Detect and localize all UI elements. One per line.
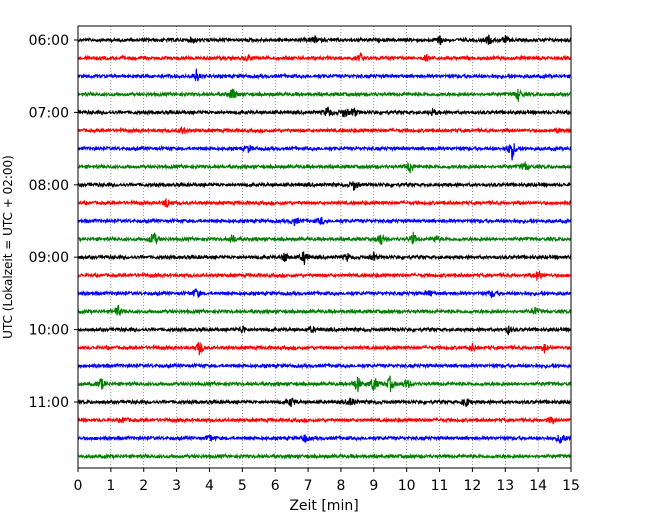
x-tick-label: 7 <box>304 478 313 494</box>
y-axis-label: UTC (Lokalzeit = UTC + 02:00) <box>1 155 15 339</box>
y-tick-label: 10:00 <box>29 323 69 339</box>
seismic-trace <box>77 231 572 246</box>
plot-frame <box>77 25 572 469</box>
x-tick-label: 8 <box>336 478 345 494</box>
seismic-trace <box>77 161 572 174</box>
x-tick-label: 15 <box>562 478 580 494</box>
x-tick-label: 14 <box>529 478 547 494</box>
y-tick-label: 09:00 <box>29 250 69 266</box>
x-tick-label: 0 <box>74 478 83 494</box>
y-axis-ticks: 06:00 07:00 08:00 09:00 10:00 11:00 <box>29 33 78 411</box>
seismic-trace <box>77 270 572 281</box>
seismic-trace <box>77 34 572 46</box>
seismic-trace <box>77 288 572 299</box>
x-tick-label: 3 <box>172 478 181 494</box>
x-tick-label: 6 <box>271 478 280 494</box>
seismic-trace <box>77 452 572 460</box>
seismic-trace <box>77 51 572 62</box>
seismic-trace <box>77 217 572 227</box>
x-tick-label: 13 <box>496 478 514 494</box>
seismic-trace <box>77 181 572 191</box>
y-tick-label: 08:00 <box>29 178 69 194</box>
seismic-trace <box>77 304 572 316</box>
seismic-trace <box>77 397 572 408</box>
x-tick-label: 1 <box>106 478 115 494</box>
seismic-trace <box>77 88 572 102</box>
x-tick-label: 9 <box>369 478 378 494</box>
seismic-trace <box>77 68 572 82</box>
x-tick-label: 12 <box>463 478 481 494</box>
seismic-trace <box>77 143 572 161</box>
x-tick-label: 4 <box>205 478 214 494</box>
seismic-trace <box>77 106 572 118</box>
seismic-trace <box>77 325 572 336</box>
seismic-trace <box>77 125 572 135</box>
seismic-trace <box>77 434 572 444</box>
plot-background <box>78 26 571 468</box>
seismic-trace <box>77 198 572 209</box>
seismic-traces <box>77 34 572 460</box>
x-axis-ticks: 0 1 2 3 4 5 6 7 8 9 10 11 12 13 14 15 <box>74 468 580 494</box>
seismic-trace <box>77 250 572 265</box>
seismic-trace <box>77 375 572 393</box>
seismic-trace <box>77 342 572 356</box>
seismic-trace <box>77 416 572 425</box>
y-tick-label: 11:00 <box>29 395 69 411</box>
y-tick-label: 06:00 <box>29 33 69 49</box>
seismic-trace <box>77 361 572 370</box>
y-tick-label: 07:00 <box>29 105 69 121</box>
x-tick-label: 5 <box>238 478 247 494</box>
x-tick-label: 10 <box>398 478 416 494</box>
x-tick-label: 2 <box>139 478 148 494</box>
x-axis-label: Zeit [min] <box>289 498 358 514</box>
x-tick-label: 11 <box>431 478 449 494</box>
